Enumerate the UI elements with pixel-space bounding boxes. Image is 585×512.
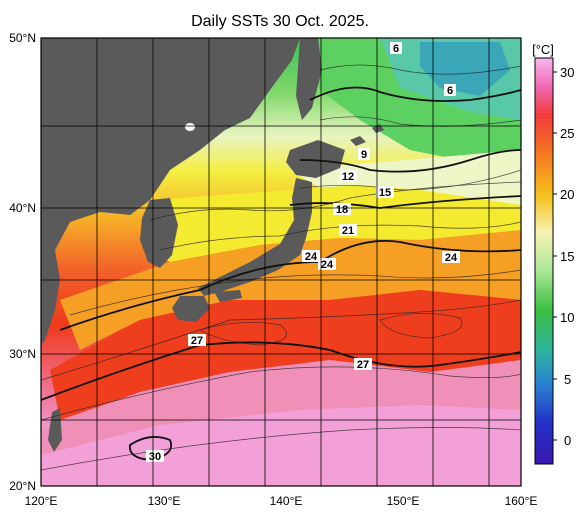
colorbar-tick: 10 [560,310,574,325]
longitude-labels: 120°E 130°E 140°E 150°E 160°E [25,494,538,508]
contour-label: 6 [393,43,399,55]
contour-labels: 6 6 9 12 15 18 21 24 24 24 27 27 30 [146,42,460,463]
map-frame [40,37,522,487]
contour-label: 6 [447,85,453,97]
map-title: Daily SSTs 30 Oct. 2025. [191,13,369,30]
contour-label: 24 [445,252,458,264]
contour-label: 30 [149,451,161,463]
lat-label-50n: 50°N [9,31,36,45]
coldest-water-region [420,42,510,96]
contour-label: 21 [342,225,354,237]
contour-label: 18 [336,204,348,216]
contour-label: 12 [342,171,354,183]
contour-label: 24 [321,259,334,271]
graticule [41,38,521,486]
colorbar-tick: 20 [560,187,574,202]
kyushu [172,296,210,322]
lon-label-150e: 150°E [387,494,420,508]
contour-label: 24 [305,251,318,263]
lon-label-120e: 120°E [25,494,58,508]
lon-label-160e: 160°E [505,494,538,508]
colorbar-tick: 30 [560,65,574,80]
lon-label-140e: 140°E [270,494,303,508]
lat-label-40n: 40°N [9,201,36,215]
hokkaido [286,140,345,178]
colorbar: [°C] 30 25 20 15 10 5 0 [532,42,574,465]
colorbar-tick: 0 [564,433,571,448]
lat-label-20n: 20°N [9,479,36,493]
sakhalin [296,38,322,120]
contour-label: 15 [379,187,391,199]
contour-label: 9 [361,149,367,161]
lat-label-30n: 30°N [9,347,36,361]
lon-label-130e: 130°E [148,494,181,508]
latitude-labels: 50°N 40°N 30°N 20°N [9,31,36,493]
contour-label: 27 [357,359,369,371]
asia-mainland [41,38,300,345]
sst-field: 6 6 9 12 15 18 21 24 24 24 27 27 30 [41,38,521,486]
shikoku [214,290,242,302]
colorbar-tick: 15 [560,249,574,264]
colorbar-tick: 25 [560,126,574,141]
colorbar-tick: 5 [564,372,571,387]
taiwan [48,408,62,452]
contour-label: 27 [191,335,203,347]
colorbar-unit: [°C] [532,42,554,57]
